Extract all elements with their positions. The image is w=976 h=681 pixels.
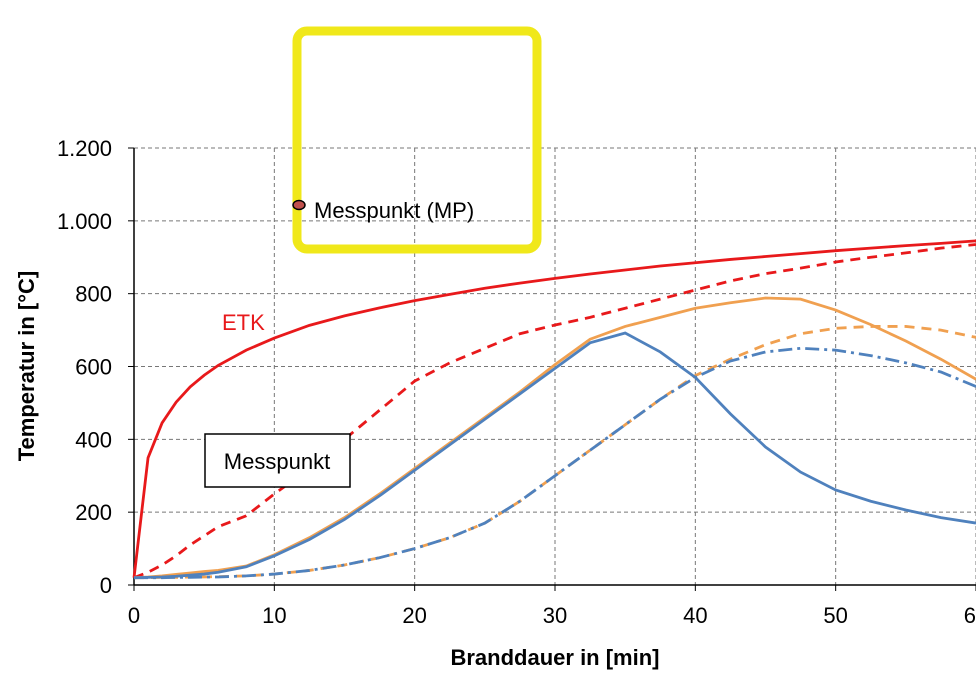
measuring-point xyxy=(292,199,306,211)
x-tick-label: 0 xyxy=(128,603,140,628)
y-tick-label: 1.200 xyxy=(57,136,112,161)
y-tick-label: 1.000 xyxy=(57,209,112,234)
y-tick-label: 200 xyxy=(75,500,112,525)
x-axis-label: Branddauer in [min] xyxy=(450,645,659,670)
annotation-box xyxy=(204,433,351,488)
x-tick-label: 10 xyxy=(262,603,286,628)
series-line xyxy=(134,346,976,580)
y-tick-label: 0 xyxy=(100,573,112,598)
x-tick-label: 30 xyxy=(543,603,567,628)
annotation-label: Messpunkt xyxy=(224,449,330,474)
series-line xyxy=(133,331,976,580)
x-tick-label: 20 xyxy=(402,603,426,628)
y-axis-label: Temperatur in [°C] xyxy=(14,271,39,462)
series-line xyxy=(132,239,976,578)
cross-section xyxy=(292,26,542,254)
y-tick-label: 400 xyxy=(75,427,112,452)
inset-label: Messpunkt (MP) xyxy=(314,198,474,223)
x-tick-label: 60 xyxy=(964,603,976,628)
y-tick-label: 800 xyxy=(75,282,112,307)
x-tick-label: 40 xyxy=(683,603,707,628)
y-tick-label: 600 xyxy=(75,355,112,380)
x-tick-label: 50 xyxy=(823,603,847,628)
cross-section-inset: Messpunkt (MP) xyxy=(292,26,542,254)
series-line xyxy=(133,296,976,580)
etk-label: ETK xyxy=(222,310,265,335)
series-line xyxy=(133,243,976,580)
